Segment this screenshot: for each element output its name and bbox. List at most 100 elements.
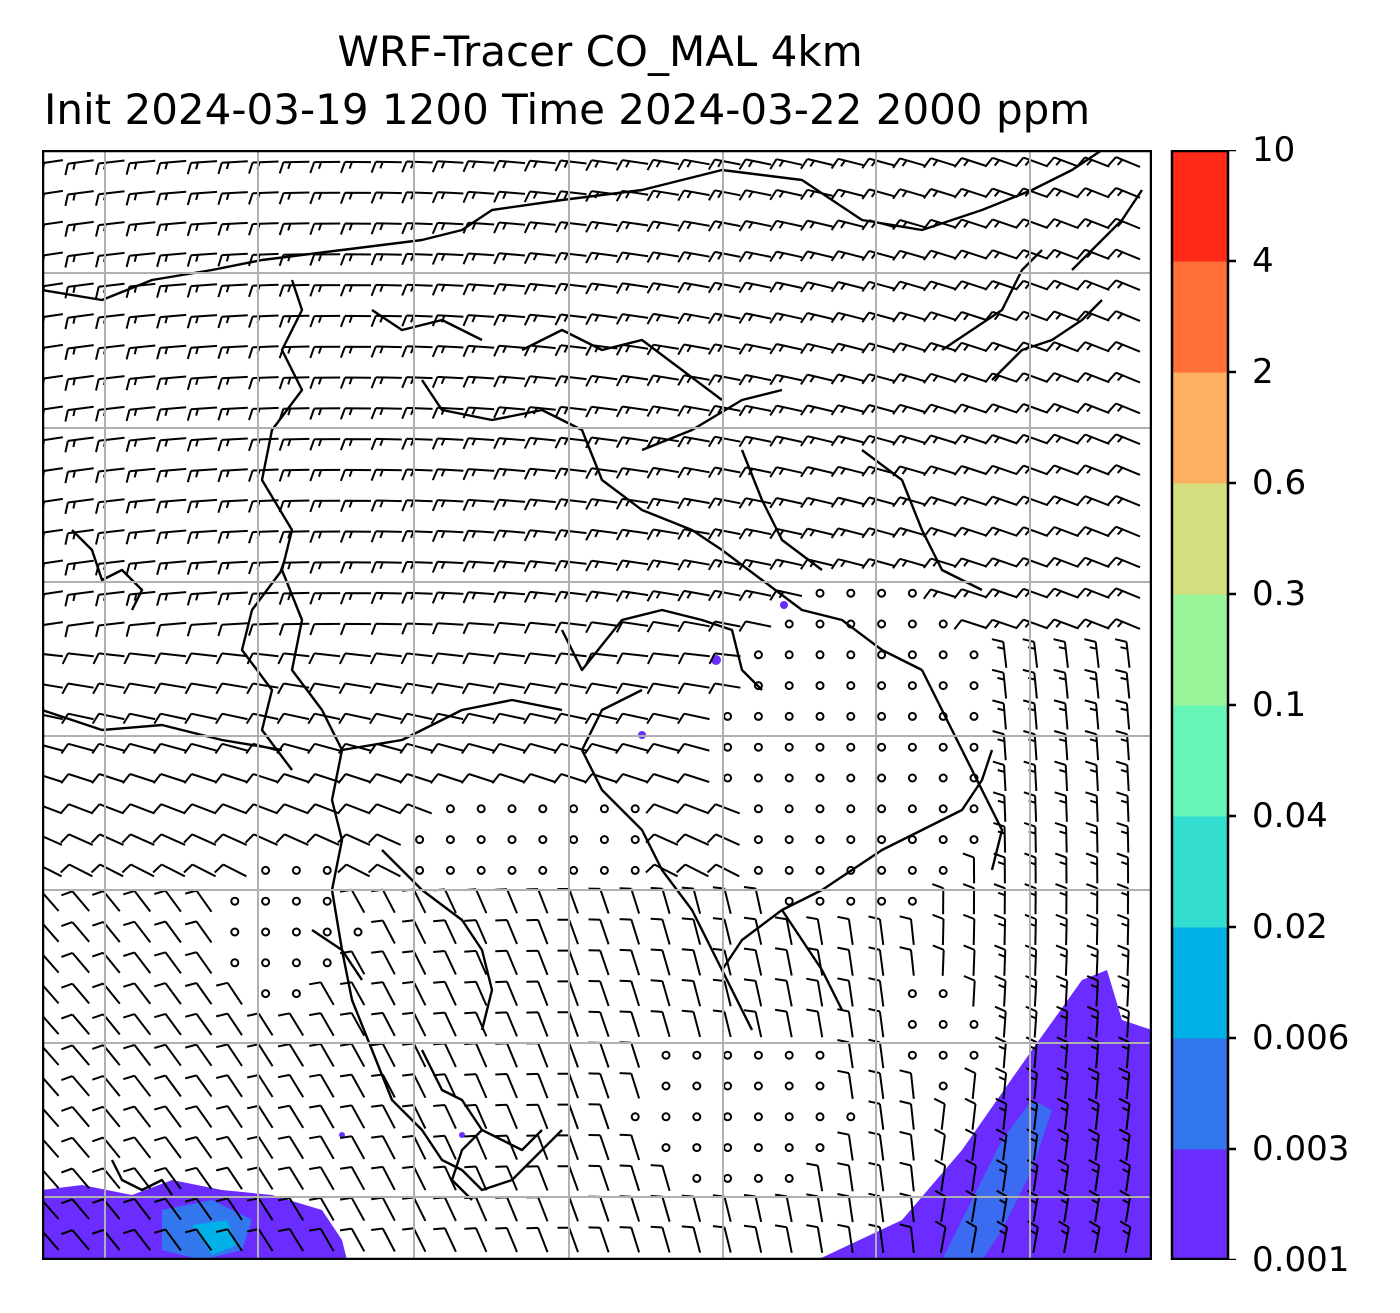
- wind-barb: [154, 1012, 182, 1036]
- wind-barb: [337, 803, 371, 815]
- wind-barb: [61, 1136, 90, 1159]
- wind-barb: [1107, 556, 1141, 569]
- wind-barb: [585, 251, 618, 264]
- wind-barb: [557, 1072, 579, 1099]
- wind-barb: [339, 314, 372, 328]
- wind-barb: [585, 313, 618, 326]
- wind-barb: [42, 921, 60, 943]
- wind-barb: [123, 1197, 152, 1221]
- wind-barb: [462, 560, 495, 573]
- calm-marker: [753, 1173, 763, 1183]
- wind-barb: [278, 530, 310, 544]
- calm-marker: [569, 865, 579, 875]
- wind-barb: [217, 191, 248, 205]
- wind-barb: [123, 652, 156, 665]
- calm-marker: [846, 896, 856, 906]
- wind-barb: [868, 946, 885, 976]
- calm-marker: [753, 835, 763, 845]
- wind-barb: [495, 1103, 518, 1130]
- wind-barb: [184, 682, 217, 695]
- wind-barb: [307, 712, 341, 725]
- calm-marker: [692, 1143, 702, 1153]
- wind-barb: [154, 1074, 182, 1098]
- wind-barb: [462, 591, 495, 604]
- wind-barb: [557, 1103, 579, 1130]
- wind-barb: [650, 1225, 671, 1253]
- wind-barb: [774, 978, 793, 1007]
- wind-barb: [462, 529, 495, 542]
- wind-barb: [743, 886, 763, 915]
- wind-barb: [523, 712, 556, 725]
- colorbar: [1170, 150, 1236, 1260]
- wind-barb: [399, 773, 433, 784]
- calm-marker: [784, 1143, 794, 1153]
- colorbar-tick-label: 0.6: [1252, 463, 1307, 503]
- wind-barb: [1045, 433, 1079, 445]
- wind-barb: [523, 436, 556, 449]
- colorbar-tick-label: 0.001: [1252, 1240, 1350, 1280]
- wind-barb: [492, 712, 525, 725]
- wind-barb: [554, 467, 587, 480]
- calm-marker: [877, 896, 887, 906]
- wind-barb: [42, 251, 64, 263]
- calm-marker: [753, 865, 763, 875]
- wind-barb: [493, 529, 526, 542]
- wind-barb: [953, 495, 987, 507]
- wind-barb: [806, 1193, 824, 1223]
- calm-marker: [784, 742, 794, 752]
- colorbar-tick-label: 0.1: [1252, 685, 1307, 725]
- wind-barb: [963, 913, 976, 946]
- colorbar-band: [1171, 483, 1229, 595]
- wind-barb: [371, 1104, 396, 1129]
- wind-barb: [992, 699, 1007, 730]
- wind-barb: [523, 621, 556, 634]
- wind-barb: [681, 1225, 702, 1253]
- wind-barb: [707, 343, 741, 355]
- wind-barb: [61, 1198, 90, 1220]
- wind-barb: [953, 341, 987, 353]
- wind-barb: [993, 821, 1007, 853]
- calm-marker: [877, 588, 887, 598]
- wind-barb: [42, 436, 64, 448]
- wind-barb: [125, 529, 156, 545]
- wind-barb: [309, 1042, 335, 1067]
- wind-barb: [493, 375, 526, 388]
- wind-barb: [309, 253, 341, 266]
- wind-barb: [90, 863, 124, 878]
- wind-barb: [806, 1162, 824, 1192]
- wind-barb: [619, 1195, 641, 1222]
- wind-barb: [769, 404, 803, 417]
- wind-barb: [278, 191, 310, 205]
- wind-barb: [339, 561, 372, 574]
- calm-marker: [969, 1050, 979, 1060]
- wind-barb: [677, 528, 710, 540]
- wind-barb: [995, 1159, 1008, 1192]
- wind-barb: [650, 1194, 671, 1222]
- wind-barb: [370, 191, 402, 204]
- calm-marker: [877, 865, 887, 875]
- wind-barb: [922, 372, 956, 384]
- wind-barb: [615, 497, 649, 510]
- wind-barb: [994, 1005, 1007, 1038]
- wind-barb: [370, 376, 402, 389]
- wind-barb: [526, 1011, 549, 1037]
- wind-barb: [91, 1105, 121, 1128]
- wind-barb: [769, 219, 803, 232]
- wind-barb: [370, 622, 402, 635]
- wind-barb: [588, 949, 610, 976]
- wind-barb: [370, 499, 402, 512]
- wind-barb: [399, 803, 433, 815]
- wind-barb: [837, 1008, 854, 1038]
- wind-barb: [899, 1161, 915, 1192]
- wind-barb: [738, 466, 772, 478]
- wind-barb: [1056, 1097, 1069, 1130]
- wind-barb: [557, 1196, 579, 1222]
- wind-barb: [738, 158, 772, 170]
- wind-barb: [774, 947, 793, 976]
- wind-barb: [122, 712, 156, 725]
- wind-barb: [91, 712, 125, 725]
- wind-barb: [523, 560, 556, 573]
- wind-barb: [615, 251, 649, 264]
- wind-barb: [152, 863, 186, 878]
- calm-marker: [969, 711, 979, 721]
